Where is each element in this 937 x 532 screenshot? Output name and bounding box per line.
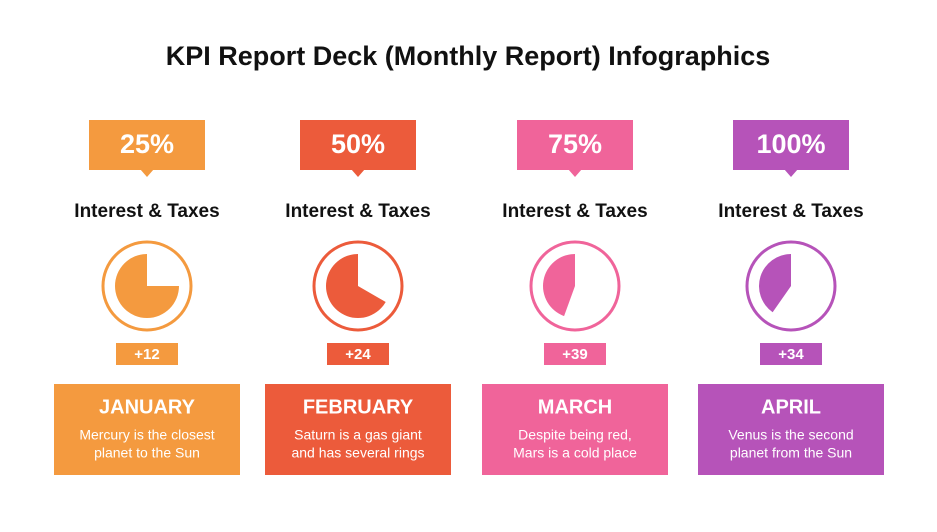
- percent-value: 100%: [756, 129, 825, 159]
- month-description: Saturn is a gas giant: [294, 427, 422, 443]
- icon-pie: [115, 254, 179, 318]
- icon-ring: [529, 240, 621, 332]
- percent-value: 50%: [331, 129, 385, 159]
- icon-pie: [543, 254, 575, 317]
- month-name: JANUARY: [99, 396, 196, 418]
- percent-callout: [89, 120, 205, 170]
- percent-callout: [300, 120, 416, 170]
- month-description: Mars is a cold place: [513, 445, 637, 461]
- delta-value: +39: [562, 346, 587, 363]
- month-name: FEBRUARY: [303, 396, 414, 418]
- month-description: and has several rings: [291, 445, 424, 461]
- month-description: Mercury is the closest: [79, 427, 214, 443]
- delta-value: +12: [134, 346, 159, 363]
- callout-pointer: [351, 169, 365, 177]
- delta-badge: [760, 343, 822, 365]
- callout-pointer: [140, 169, 154, 177]
- icon-pie: [325, 254, 386, 318]
- month-description: Despite being red,: [518, 427, 632, 443]
- month-description: planet to the Sun: [94, 445, 200, 461]
- month-card: [265, 384, 451, 475]
- kpi-label: Interest & Taxes: [502, 201, 647, 222]
- icon-ring: [745, 240, 837, 332]
- icon-pie: [759, 254, 791, 313]
- month-card: [54, 384, 240, 475]
- month-description: Venus is the second: [728, 427, 853, 443]
- delta-badge: [544, 343, 606, 365]
- callout-pointer: [568, 169, 582, 177]
- month-card: [482, 384, 668, 475]
- delta-value: +24: [345, 346, 371, 363]
- month-card: [698, 384, 884, 475]
- percent-value: 25%: [120, 129, 174, 159]
- callout-pointer: [784, 169, 798, 177]
- page-title: KPI Report Deck (Monthly Report) Infogra…: [166, 41, 771, 71]
- delta-value: +34: [778, 346, 804, 363]
- month-description: planet from the Sun: [730, 445, 852, 461]
- percent-value: 75%: [548, 129, 602, 159]
- percent-callout: [733, 120, 849, 170]
- icon-ring: [312, 240, 404, 332]
- month-name: MARCH: [538, 396, 612, 418]
- delta-badge: [116, 343, 178, 365]
- icon-ring: [101, 240, 193, 332]
- month-name: APRIL: [761, 396, 821, 418]
- kpi-label: Interest & Taxes: [718, 201, 863, 222]
- kpi-label: Interest & Taxes: [285, 201, 430, 222]
- percent-callout: [517, 120, 633, 170]
- delta-badge: [327, 343, 389, 365]
- kpi-label: Interest & Taxes: [74, 201, 219, 222]
